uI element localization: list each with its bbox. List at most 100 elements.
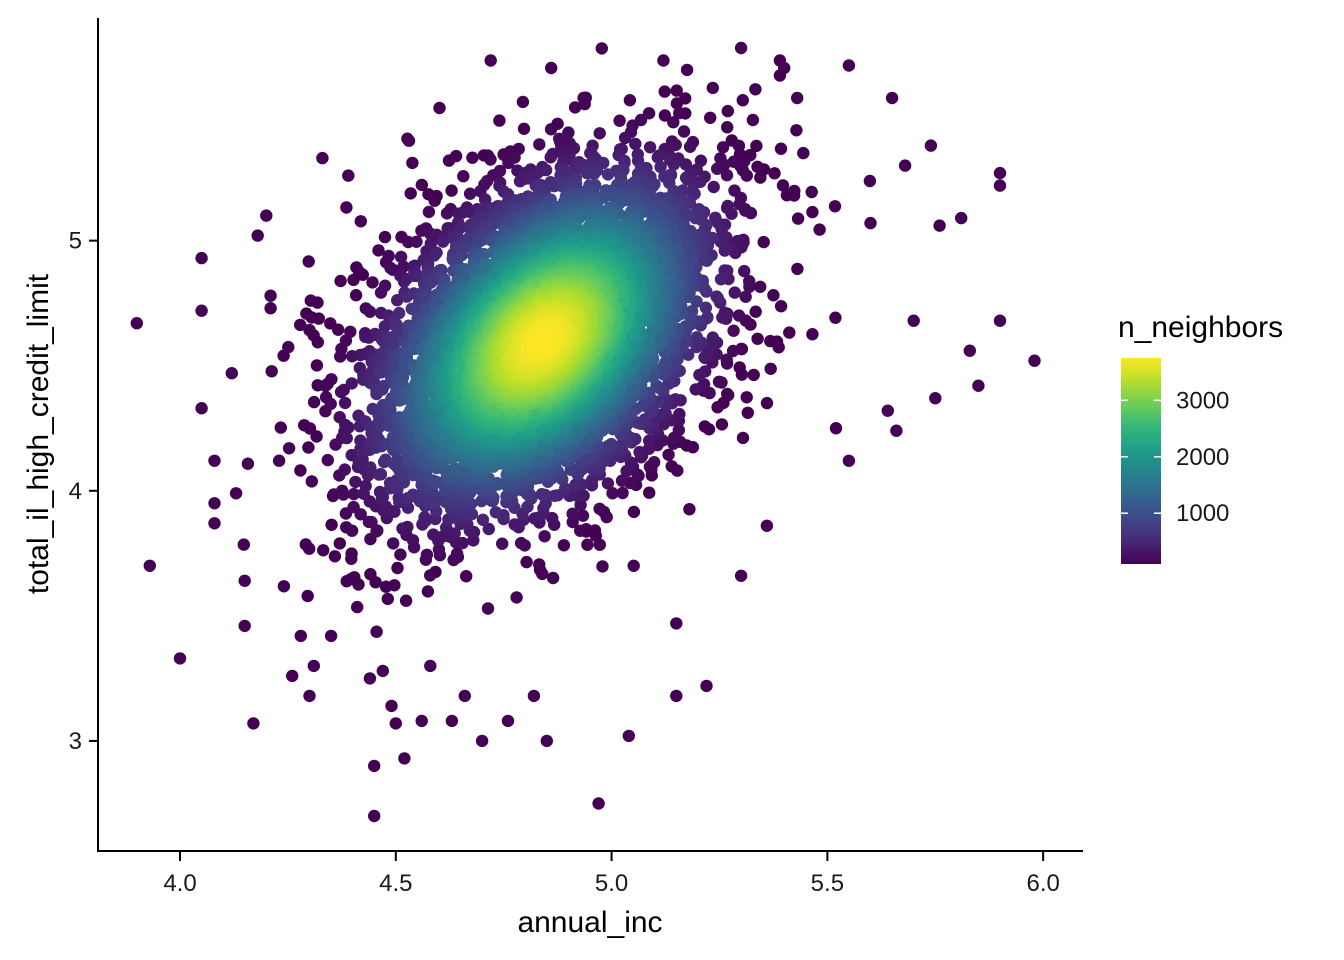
data-point	[307, 659, 320, 673]
data-point	[776, 179, 790, 192]
data-point	[272, 454, 286, 467]
data-point	[842, 59, 856, 72]
data-point	[618, 131, 632, 145]
data-point	[347, 487, 360, 501]
data-point	[629, 137, 642, 151]
data-point	[356, 268, 369, 281]
data-point	[754, 280, 767, 293]
data-point	[325, 518, 338, 531]
data-point	[311, 296, 324, 309]
data-point	[502, 156, 515, 170]
data-point	[768, 167, 781, 180]
data-point	[399, 594, 413, 607]
data-point	[410, 235, 423, 248]
data-point	[238, 619, 251, 633]
data-point	[364, 568, 377, 581]
data-point	[424, 659, 437, 673]
data-point	[428, 249, 441, 262]
data-point	[829, 311, 842, 324]
data-point	[510, 591, 523, 604]
data-point	[670, 617, 683, 630]
data-point	[595, 42, 608, 55]
data-point	[374, 286, 388, 299]
data-point	[445, 714, 459, 728]
data-point	[381, 592, 394, 606]
data-point	[993, 166, 1007, 180]
data-point	[340, 431, 353, 445]
data-point	[391, 294, 404, 307]
data-point	[370, 625, 383, 638]
data-point	[813, 223, 826, 236]
data-point	[546, 571, 560, 585]
data-point	[363, 305, 377, 318]
data-point	[354, 434, 367, 447]
data-point	[237, 538, 250, 551]
data-point	[415, 714, 428, 728]
data-point	[569, 478, 582, 491]
data-point	[429, 565, 442, 579]
data-point	[535, 488, 548, 501]
data-point	[557, 539, 571, 552]
data-point	[615, 474, 629, 487]
data-point	[540, 734, 553, 748]
data-point	[294, 318, 307, 332]
data-point	[463, 187, 477, 200]
data-point	[679, 158, 693, 171]
data-point	[699, 301, 713, 314]
data-point	[422, 205, 436, 219]
data-point	[929, 392, 942, 405]
data-point	[764, 362, 777, 375]
data-point	[706, 331, 719, 344]
data-point	[805, 185, 818, 199]
data-point	[345, 524, 359, 537]
data-point	[489, 506, 503, 519]
data-point	[449, 149, 463, 163]
data-point	[520, 555, 533, 569]
data-point	[324, 629, 338, 643]
data-point	[402, 134, 416, 147]
data-point	[345, 377, 358, 390]
data-point	[533, 138, 546, 151]
data-point	[715, 418, 729, 431]
data-point	[229, 487, 243, 500]
data-point	[303, 542, 316, 555]
data-point	[728, 286, 741, 299]
data-point	[348, 571, 361, 584]
data-point	[727, 324, 740, 337]
data-point	[797, 146, 810, 160]
data-point	[286, 669, 299, 683]
data-point	[277, 349, 290, 362]
data-point	[665, 460, 678, 473]
data-point	[714, 273, 728, 286]
data-point	[368, 809, 381, 823]
data-point	[751, 160, 764, 173]
data-point	[743, 275, 756, 288]
data-point	[716, 311, 729, 324]
data-point	[592, 797, 605, 810]
data-point	[716, 141, 730, 154]
data-point	[195, 402, 208, 415]
data-point	[475, 734, 489, 748]
data-point	[780, 189, 794, 202]
data-point	[484, 54, 497, 67]
data-point	[340, 201, 353, 214]
data-point	[578, 97, 591, 111]
data-point	[885, 91, 899, 105]
data-point	[376, 664, 389, 678]
data-point	[321, 453, 334, 467]
data-point	[627, 505, 641, 519]
data-point	[863, 174, 877, 188]
data-point	[349, 289, 363, 302]
data-point	[774, 300, 788, 313]
data-point	[601, 477, 615, 490]
data-point	[842, 454, 856, 467]
data-point	[445, 184, 458, 197]
data-point	[683, 140, 697, 153]
data-point	[310, 359, 324, 372]
data-point	[428, 194, 441, 207]
data-point	[364, 461, 377, 474]
data-point	[791, 91, 804, 105]
data-point	[733, 361, 746, 374]
data-point	[418, 511, 431, 524]
data-point	[654, 160, 667, 174]
